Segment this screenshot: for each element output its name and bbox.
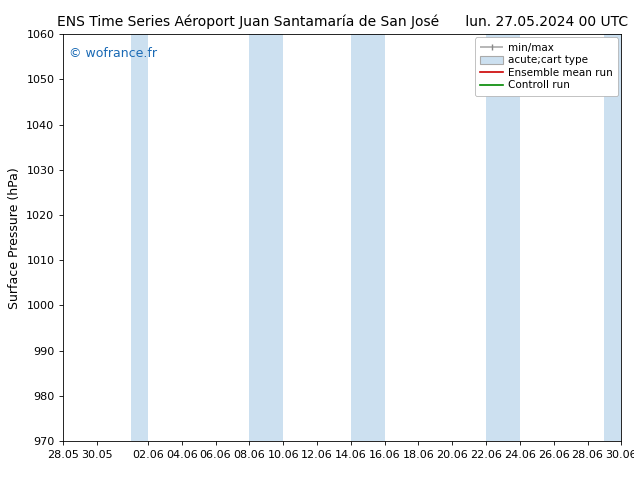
Bar <box>131 34 148 441</box>
Title: ENS Time Series Aéroport Juan Santamaría de San José      lun. 27.05.2024 00 UTC: ENS Time Series Aéroport Juan Santamaría… <box>57 15 628 29</box>
Bar <box>351 34 385 441</box>
Bar <box>486 34 520 441</box>
Bar <box>249 34 283 441</box>
Legend: min/max, acute;cart type, Ensemble mean run, Controll run: min/max, acute;cart type, Ensemble mean … <box>475 37 618 96</box>
Y-axis label: Surface Pressure (hPa): Surface Pressure (hPa) <box>8 167 21 309</box>
Text: © wofrance.fr: © wofrance.fr <box>69 47 157 59</box>
Bar <box>604 34 634 441</box>
